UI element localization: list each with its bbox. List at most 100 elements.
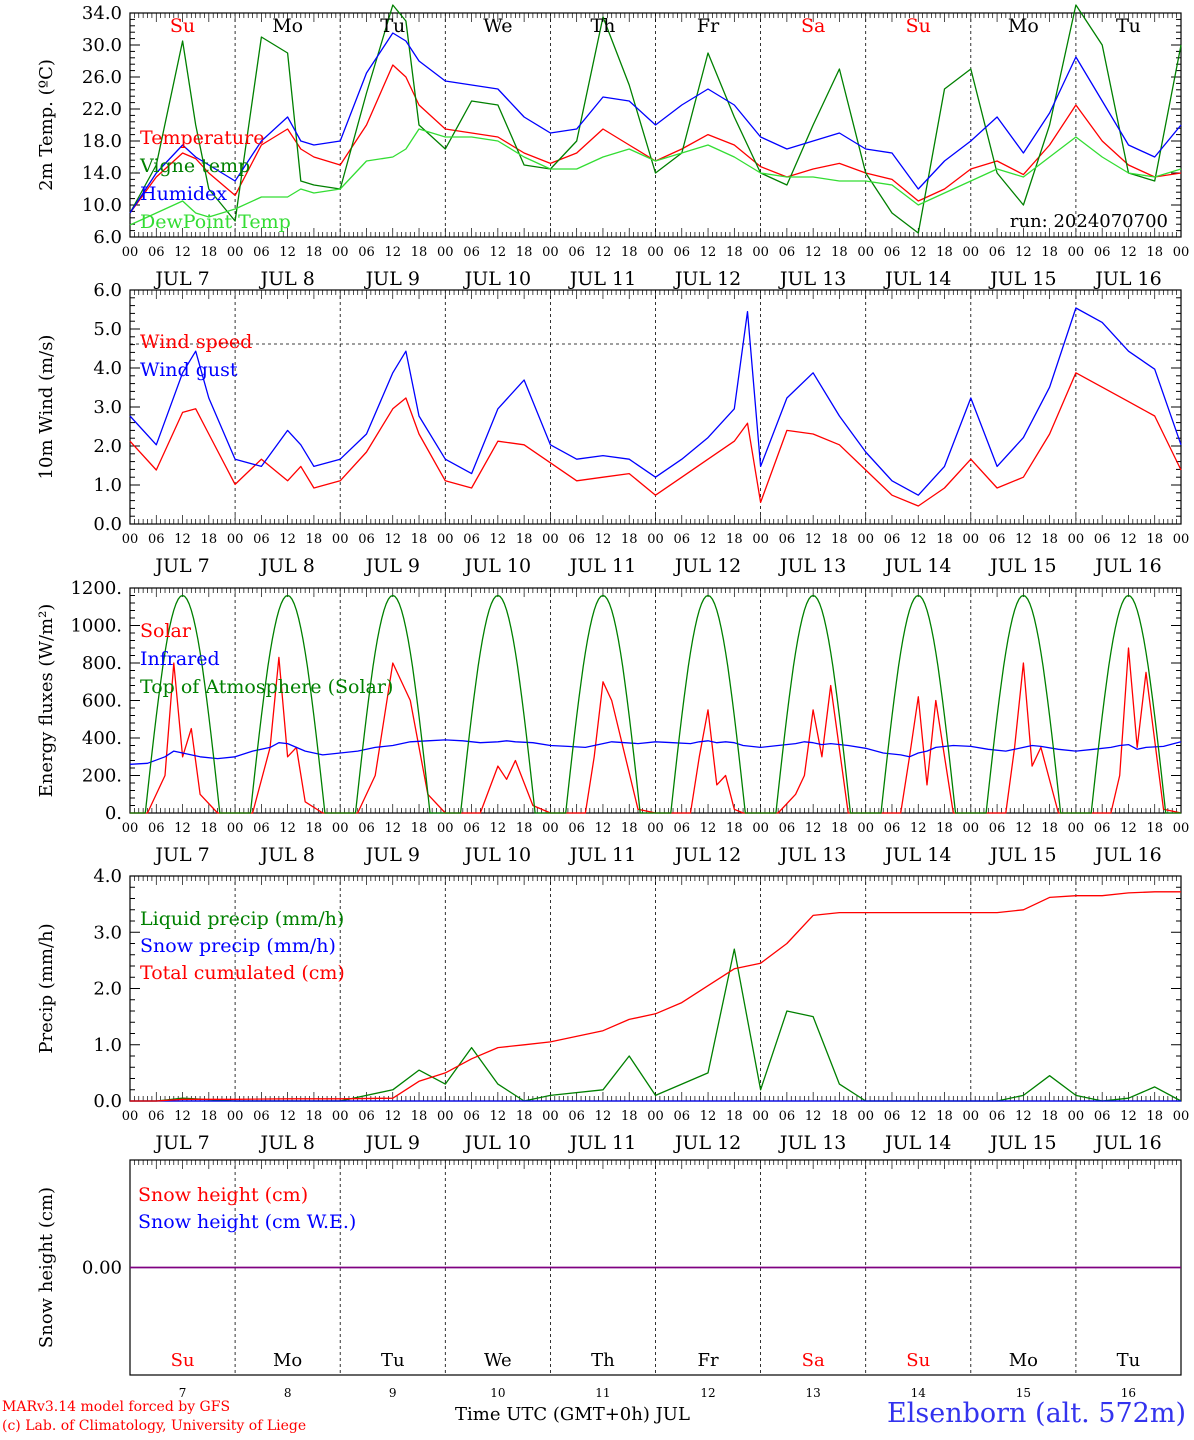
x-hour-label: 06 — [1094, 1109, 1111, 1124]
day-number-label: 16 — [1121, 1386, 1136, 1400]
x-date-label: JUL 14 — [883, 844, 951, 866]
weekday-label-top: Tu — [380, 15, 405, 37]
weekday-label-top: Mo — [1008, 15, 1039, 37]
x-hour-label: 06 — [358, 1109, 375, 1124]
x-hour-label: 18 — [516, 1109, 533, 1124]
x-hour-label: 00 — [752, 245, 769, 260]
x-hour-label: 12 — [279, 532, 296, 547]
day-number-label: 12 — [700, 1386, 715, 1400]
x-hour-label: 00 — [1173, 1109, 1190, 1124]
x-hour-label: 12 — [805, 532, 822, 547]
weekday-label-bottom: Fr — [698, 1350, 719, 1371]
x-hour-label: 06 — [253, 1109, 270, 1124]
x-date-label: JUL 16 — [1093, 555, 1161, 577]
x-hour-label: 12 — [1120, 245, 1137, 260]
x-hour-label: 12 — [595, 245, 612, 260]
x-hour-label: 12 — [700, 245, 717, 260]
x-hour-label: 12 — [700, 1109, 717, 1124]
x-date-label: JUL 16 — [1093, 1132, 1161, 1154]
x-hour-label: 18 — [201, 821, 218, 836]
x-hour-label: 18 — [306, 245, 323, 260]
x-hour-label: 00 — [752, 821, 769, 836]
x-date-label: JUL 13 — [778, 1132, 846, 1154]
x-hour-label: 18 — [1146, 532, 1163, 547]
x-hour-label: 06 — [779, 532, 796, 547]
series-line — [129, 64, 1182, 214]
x-hour-label: 12 — [384, 245, 401, 260]
x-hour-label: 12 — [384, 821, 401, 836]
x-date-label: JUL 11 — [568, 268, 636, 290]
x-hour-label: 00 — [332, 245, 349, 260]
x-hour-label: 00 — [647, 1109, 664, 1124]
y-axis-title: Precip (mm/h) — [36, 923, 57, 1053]
x-hour-label: 18 — [411, 821, 428, 836]
x-hour-label: 12 — [490, 821, 507, 836]
credit-lab: (c) Lab. of Climatology, University of L… — [2, 1418, 307, 1434]
x-hour-label: 12 — [910, 245, 927, 260]
day-number-label: 14 — [911, 1386, 927, 1400]
x-hour-label: 00 — [963, 821, 980, 836]
x-date-label: JUL 14 — [883, 555, 951, 577]
x-date-label: JUL 12 — [673, 555, 741, 577]
station-name: Elsenborn (alt. 572m) — [887, 1398, 1186, 1429]
y-tick-label: 18.0 — [82, 131, 122, 152]
x-hour-label: 00 — [122, 821, 139, 836]
weekday-label-top: We — [483, 15, 512, 37]
x-hour-label: 18 — [726, 821, 743, 836]
x-hour-label: 06 — [989, 821, 1006, 836]
x-hour-label: 00 — [1173, 532, 1190, 547]
x-hour-label: 18 — [1041, 821, 1058, 836]
x-hour-label: 06 — [568, 532, 585, 547]
x-date-label: JUL 8 — [258, 844, 314, 866]
x-hour-label: 06 — [674, 821, 691, 836]
legend-entry: Humidex — [140, 183, 227, 205]
x-hour-label: 12 — [384, 1109, 401, 1124]
x-hour-label: 18 — [831, 1109, 848, 1124]
y-tick-label: 5.0 — [93, 319, 122, 340]
panel-3: 0. 200. 400. 600. 800. 1000. 1200. Energy fluxe… — [36, 578, 1189, 866]
x-hour-label: 00 — [647, 245, 664, 260]
x-hour-label: 12 — [805, 1109, 822, 1124]
weekday-label-top: Th — [590, 15, 615, 37]
weekday-label-bottom: Mo — [273, 1350, 302, 1371]
x-hour-label: 18 — [306, 1109, 323, 1124]
legend-entry: Wind speed — [140, 331, 252, 353]
x-hour-label: 00 — [122, 1109, 139, 1124]
x-hour-label: 06 — [148, 245, 165, 260]
x-hour-label: 00 — [332, 532, 349, 547]
x-hour-label: 12 — [700, 821, 717, 836]
y-axis-title: 10m Wind (m/s) — [36, 335, 57, 480]
y-axis-title: Snow height (cm) — [36, 1187, 57, 1348]
x-date-label: JUL 8 — [258, 1132, 314, 1154]
x-hour-label: 00 — [1068, 532, 1085, 547]
x-hour-label: 00 — [227, 1109, 244, 1124]
x-hour-label: 12 — [1015, 821, 1032, 836]
day-number-label: 10 — [490, 1386, 505, 1400]
y-tick-label: 1200. — [70, 578, 122, 599]
x-hour-label: 00 — [437, 532, 454, 547]
y-tick-label: 10.0 — [82, 195, 122, 216]
x-date-label: JUL 12 — [673, 844, 741, 866]
x-hour-label: 06 — [463, 821, 480, 836]
x-hour-label: 12 — [174, 245, 191, 260]
legend-entry: Snow height (cm) — [138, 1184, 308, 1206]
x-hour-label: 00 — [1068, 245, 1085, 260]
x-hour-label: 12 — [174, 1109, 191, 1124]
series-line — [130, 891, 1181, 1102]
x-hour-label: 06 — [148, 821, 165, 836]
x-hour-label: 06 — [1094, 245, 1111, 260]
x-hour-label: 18 — [1146, 245, 1163, 260]
x-hour-label: 00 — [437, 821, 454, 836]
y-axis-title: 2m Temp. (ºC) — [36, 59, 57, 191]
x-hour-label: 06 — [989, 245, 1006, 260]
x-hour-label: 12 — [279, 245, 296, 260]
x-date-label: JUL 12 — [673, 1132, 741, 1154]
x-hour-label: 00 — [857, 532, 874, 547]
weekday-label-top: Sa — [801, 15, 825, 37]
day-number-label: 9 — [389, 1386, 397, 1400]
x-hour-label: 12 — [490, 532, 507, 547]
y-tick-label: 26.0 — [82, 67, 122, 88]
x-hour-label: 00 — [437, 1109, 454, 1124]
x-hour-label: 12 — [279, 821, 296, 836]
x-hour-label: 00 — [542, 532, 559, 547]
